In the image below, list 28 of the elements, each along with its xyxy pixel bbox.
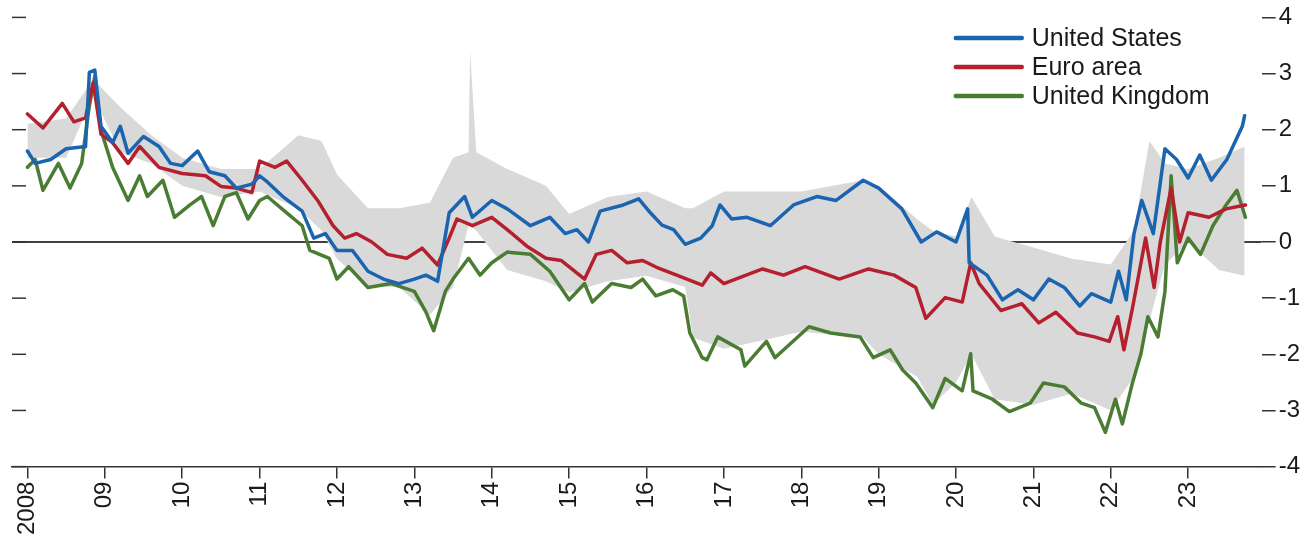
x-tick-label: 15 [553, 481, 581, 509]
x-tick-label: 2008 [12, 481, 40, 535]
y-tick-label: -2 [1278, 338, 1300, 366]
x-tick-label: 11 [244, 481, 272, 507]
x-tick-label: 13 [398, 481, 426, 509]
y-tick-label: 1 [1278, 170, 1293, 198]
x-tick-label: 21 [1018, 481, 1046, 509]
x-tick-label: 22 [1095, 481, 1123, 509]
x-tick-label: 18 [785, 481, 813, 509]
x-tick-label: 09 [89, 481, 117, 509]
x-tick-label: 17 [708, 481, 736, 509]
y-tick-label: -3 [1278, 395, 1300, 423]
y-tick-label: 4 [1278, 2, 1293, 30]
legend-label: United Kingdom [1031, 80, 1210, 109]
legend-label: United States [1031, 22, 1182, 51]
x-tick-label: 10 [166, 481, 194, 509]
y-tick-label: -1 [1278, 282, 1300, 310]
x-tick-label: 16 [631, 481, 659, 509]
y-tick-label: 3 [1278, 58, 1293, 86]
x-tick-label: 12 [321, 481, 349, 509]
x-tick-label: 23 [1172, 481, 1200, 509]
y-tick-label: 0 [1278, 226, 1293, 254]
x-tick-label: 19 [863, 481, 891, 509]
x-tick-label: 14 [476, 481, 504, 509]
y-tick-label: -4 [1278, 451, 1300, 479]
x-tick-label: 20 [940, 481, 968, 509]
y-tick-label: 2 [1278, 114, 1293, 142]
legend-label: Euro area [1031, 51, 1142, 80]
